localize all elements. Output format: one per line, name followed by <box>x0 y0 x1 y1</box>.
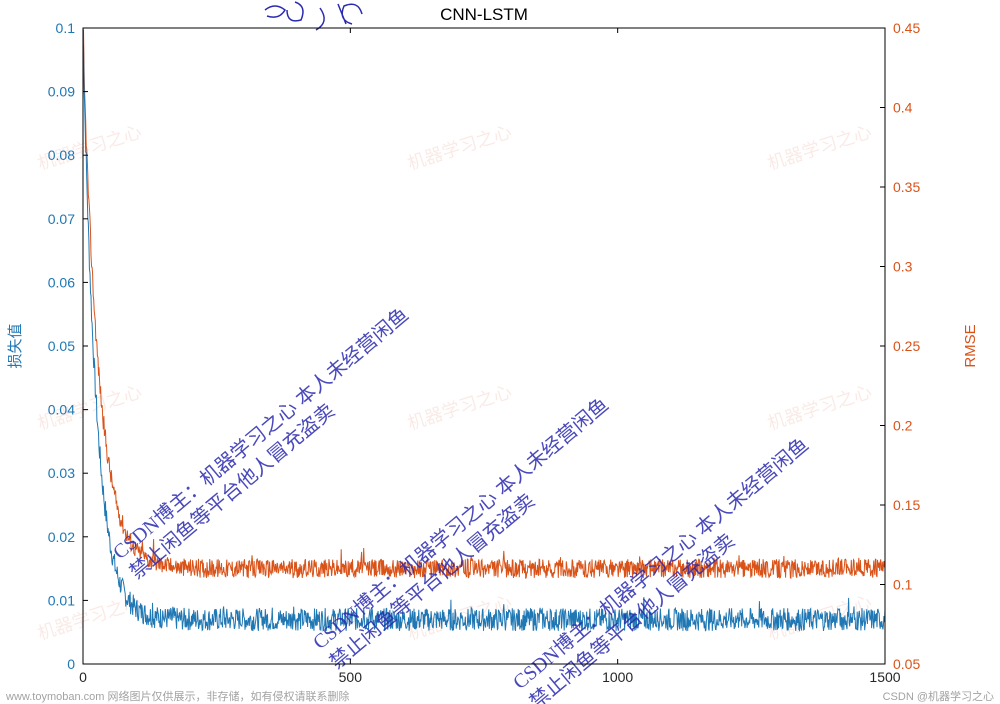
y-left-axis-label: 损失值 <box>7 323 24 368</box>
footer-left-text: www.toymoban.com 网络图片仅供展示，非存储，如有侵权请联系删除 <box>5 689 349 703</box>
chart-container: 机器学习之心机器学习之心机器学习之心机器学习之心机器学习之心机器学习之心机器学习… <box>0 0 1000 704</box>
y-left-tick-label: 0.1 <box>56 20 76 36</box>
y-left-tick-label: 0.03 <box>48 465 75 481</box>
y-right-axis-label: RMSE <box>962 324 979 367</box>
x-tick-label: 500 <box>339 669 363 685</box>
x-tick-label: 0 <box>79 669 87 685</box>
y-left-tick-label: 0.07 <box>48 211 75 227</box>
x-tick-label: 1000 <box>602 669 633 685</box>
y-right-tick-label: 0.1 <box>893 577 913 593</box>
y-right-tick-label: 0.4 <box>893 100 913 116</box>
y-right-tick-label: 0.35 <box>893 179 920 195</box>
y-left-tick-label: 0.04 <box>48 402 75 418</box>
chart-svg: 机器学习之心机器学习之心机器学习之心机器学习之心机器学习之心机器学习之心机器学习… <box>0 0 1000 704</box>
y-right-tick-label: 0.05 <box>893 656 920 672</box>
y-right-tick-label: 0.3 <box>893 259 913 275</box>
y-right-tick-label: 0.2 <box>893 418 913 434</box>
chart-title: CNN-LSTM <box>440 5 528 24</box>
y-right-tick-label: 0.45 <box>893 20 920 36</box>
y-right-tick-label: 0.25 <box>893 338 920 354</box>
y-left-tick-label: 0.01 <box>48 592 75 608</box>
y-left-tick-label: 0 <box>67 656 75 672</box>
y-left-tick-label: 0.09 <box>48 84 75 100</box>
footer-right-text: CSDN @机器学习之心 <box>883 689 994 703</box>
y-left-tick-label: 0.05 <box>48 338 75 354</box>
y-right-tick-label: 0.15 <box>893 497 920 513</box>
y-left-tick-label: 0.02 <box>48 529 75 545</box>
y-left-tick-label: 0.06 <box>48 274 75 290</box>
y-left-tick-label: 0.08 <box>48 147 75 163</box>
